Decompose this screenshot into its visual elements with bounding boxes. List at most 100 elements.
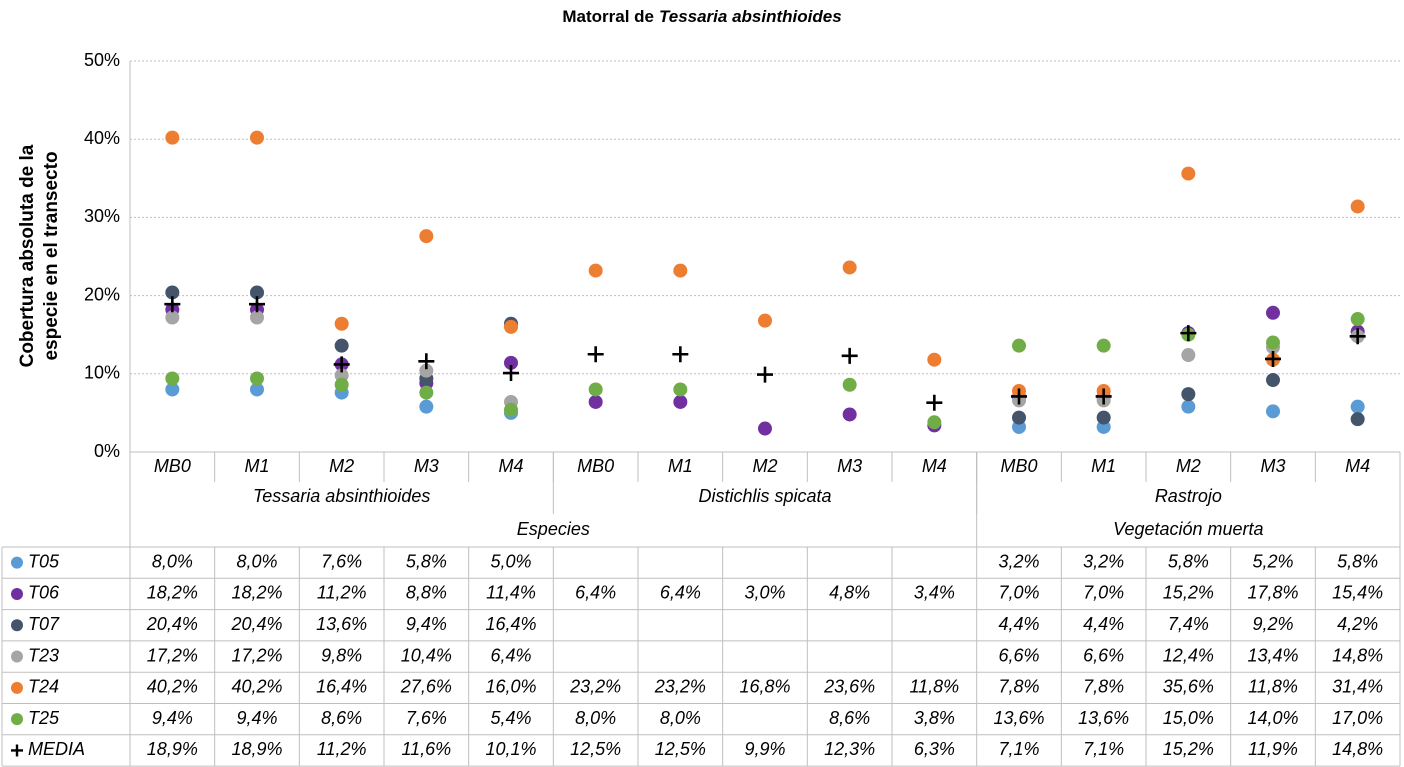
table-value: 27,6%	[400, 677, 452, 697]
table-value: 5,2%	[1252, 551, 1293, 571]
table-value: 11,8%	[1248, 677, 1298, 697]
table-value: 17,2%	[231, 645, 282, 665]
data-point	[504, 402, 518, 417]
table-value: 11,4%	[486, 583, 536, 603]
data-point	[250, 285, 264, 300]
table-value: 9,9%	[744, 739, 785, 759]
data-point	[1181, 387, 1196, 402]
table-value: 11,9%	[1248, 739, 1298, 759]
chart-title: Matorral de Tessaria absinthioides	[562, 7, 841, 26]
table-value: 12,5%	[570, 739, 621, 759]
data-point	[1350, 312, 1365, 327]
data-point	[419, 363, 434, 378]
data-point	[419, 399, 434, 414]
group-label: Distichlis spicata	[698, 486, 831, 506]
table-value: 3,2%	[998, 551, 1039, 571]
data-point	[165, 310, 180, 325]
data-point	[503, 365, 519, 382]
x-tick-label: M1	[1091, 456, 1116, 476]
table-value: 23,6%	[823, 677, 875, 697]
table-value: 7,0%	[998, 583, 1039, 603]
data-point	[588, 382, 603, 397]
table-value: 14,0%	[1247, 708, 1298, 728]
data-point	[673, 394, 688, 409]
table-value: 3,4%	[914, 583, 955, 603]
group-label: Rastrojo	[1155, 486, 1222, 506]
table-value: 3,0%	[744, 583, 785, 603]
y-tick-label: 30%	[84, 206, 120, 226]
table-value: 11,2%	[317, 739, 367, 759]
x-tick-label: M4	[498, 456, 523, 476]
table-value: 23,2%	[654, 677, 706, 697]
legend-label: T05	[28, 551, 60, 571]
data-point	[1012, 410, 1026, 425]
data-point	[1096, 410, 1111, 425]
table-value: 3,2%	[1083, 551, 1124, 571]
table-value: 20,4%	[146, 614, 198, 634]
table-value: 5,4%	[490, 708, 531, 728]
data-point	[927, 352, 942, 367]
legend-label: T23	[28, 645, 59, 665]
y-tick-label: 10%	[84, 363, 120, 383]
table-value: 18,2%	[231, 583, 282, 603]
supergroup-label: Vegetación muerta	[1113, 519, 1263, 539]
table-value: 13,4%	[1247, 645, 1298, 665]
x-tick-label: MB0	[154, 456, 191, 476]
table-value: 15,2%	[1163, 739, 1214, 759]
data-point	[334, 377, 349, 392]
table-value: 13,6%	[1078, 708, 1129, 728]
x-tick-label: M2	[752, 456, 777, 476]
x-tick-label: MB0	[1000, 456, 1037, 476]
legend-marker	[11, 556, 23, 569]
table-value: 17,8%	[1247, 583, 1298, 603]
table-value: 17,2%	[147, 645, 198, 665]
data-point	[672, 346, 689, 363]
y-tick-label: 0%	[94, 441, 120, 461]
table-value: 6,3%	[914, 739, 955, 759]
data-point	[1266, 373, 1280, 388]
table-value: 9,4%	[406, 614, 447, 634]
data-point	[419, 229, 434, 244]
table-value: 4,4%	[998, 614, 1039, 634]
data-point	[165, 285, 180, 300]
x-tick-label: MB0	[577, 456, 614, 476]
legend-label: T25	[28, 708, 60, 728]
table-value: 7,6%	[406, 708, 447, 728]
title-italic: Tessaria absinthioides	[659, 7, 842, 26]
x-tick-label: M3	[414, 456, 439, 476]
data-point	[1350, 399, 1365, 414]
table-value: 3,8%	[914, 708, 955, 728]
table-value: 9,2%	[1252, 614, 1293, 634]
table-value: 40,2%	[147, 677, 198, 697]
table-value: 23,2%	[569, 677, 621, 697]
table-value: 10,4%	[401, 645, 452, 665]
x-tick-label: M1	[244, 456, 269, 476]
table-value: 15,4%	[1332, 583, 1383, 603]
table-value: 6,4%	[575, 583, 616, 603]
x-tick-label: M2	[1176, 456, 1201, 476]
table-value: 9,4%	[236, 708, 277, 728]
data-point	[842, 260, 857, 275]
table-value: 5,8%	[406, 551, 447, 571]
x-tick-label: M3	[1260, 456, 1285, 476]
table-value: 12,3%	[824, 739, 875, 759]
table-value: 14,8%	[1332, 645, 1383, 665]
data-point	[334, 316, 349, 331]
legend-marker	[11, 619, 23, 632]
table-value: 6,4%	[490, 645, 531, 665]
table-value: 16,8%	[739, 677, 790, 697]
table-value: 5,8%	[1168, 551, 1209, 571]
x-tick-label: M1	[668, 456, 693, 476]
table-value: 18,9%	[147, 739, 198, 759]
table-value: 13,6%	[316, 614, 367, 634]
data-point	[419, 385, 434, 400]
data-point	[1180, 325, 1197, 342]
table-value: 16,4%	[316, 677, 367, 697]
legend-label: T24	[28, 677, 59, 697]
data-point	[758, 313, 772, 328]
y-tick-label: 40%	[84, 128, 120, 148]
data-point	[1350, 199, 1365, 214]
table-value: 15,2%	[1163, 583, 1214, 603]
legend-label: T06	[28, 583, 60, 603]
